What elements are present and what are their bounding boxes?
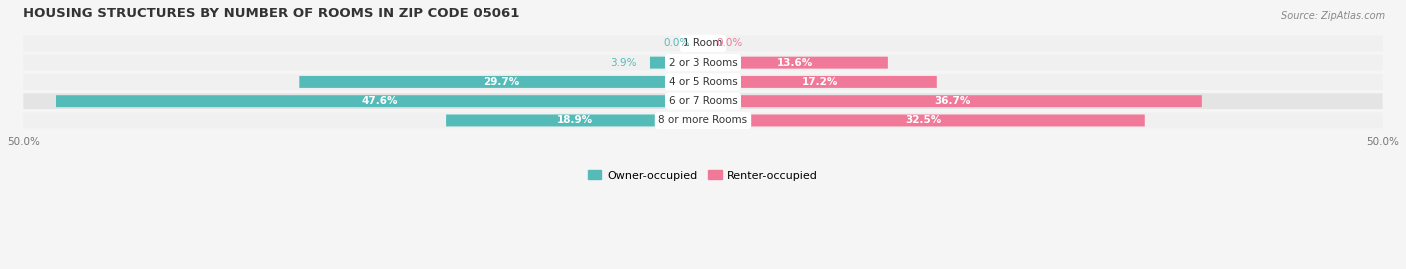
FancyBboxPatch shape: [650, 57, 703, 69]
FancyBboxPatch shape: [24, 93, 1382, 109]
Text: 0.0%: 0.0%: [717, 38, 742, 48]
Text: HOUSING STRUCTURES BY NUMBER OF ROOMS IN ZIP CODE 05061: HOUSING STRUCTURES BY NUMBER OF ROOMS IN…: [24, 7, 520, 20]
Legend: Owner-occupied, Renter-occupied: Owner-occupied, Renter-occupied: [588, 170, 818, 180]
Text: 2 or 3 Rooms: 2 or 3 Rooms: [669, 58, 737, 68]
FancyBboxPatch shape: [299, 76, 703, 88]
FancyBboxPatch shape: [703, 95, 1202, 107]
Text: 4 or 5 Rooms: 4 or 5 Rooms: [669, 77, 737, 87]
FancyBboxPatch shape: [703, 76, 936, 88]
FancyBboxPatch shape: [24, 36, 1382, 51]
FancyBboxPatch shape: [24, 74, 1382, 90]
Text: 36.7%: 36.7%: [934, 96, 970, 106]
Text: 13.6%: 13.6%: [778, 58, 814, 68]
Text: 17.2%: 17.2%: [801, 77, 838, 87]
Text: Source: ZipAtlas.com: Source: ZipAtlas.com: [1281, 11, 1385, 21]
Text: 8 or more Rooms: 8 or more Rooms: [658, 115, 748, 125]
Text: 47.6%: 47.6%: [361, 96, 398, 106]
Text: 18.9%: 18.9%: [557, 115, 592, 125]
Text: 32.5%: 32.5%: [905, 115, 942, 125]
FancyBboxPatch shape: [446, 115, 703, 126]
Text: 0.0%: 0.0%: [664, 38, 689, 48]
FancyBboxPatch shape: [703, 115, 1144, 126]
Text: 1 Room: 1 Room: [683, 38, 723, 48]
Text: 3.9%: 3.9%: [610, 58, 637, 68]
Text: 6 or 7 Rooms: 6 or 7 Rooms: [669, 96, 737, 106]
FancyBboxPatch shape: [24, 55, 1382, 70]
FancyBboxPatch shape: [56, 95, 703, 107]
Text: 29.7%: 29.7%: [484, 77, 519, 87]
FancyBboxPatch shape: [703, 57, 887, 69]
FancyBboxPatch shape: [24, 112, 1382, 128]
